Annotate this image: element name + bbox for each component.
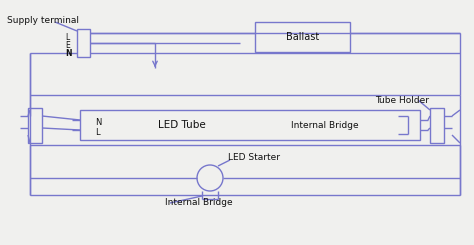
Circle shape [197,165,223,191]
Text: LED Starter: LED Starter [228,153,280,162]
Text: LED Tube: LED Tube [158,120,206,130]
Text: L: L [95,128,100,137]
Text: Internal Bridge: Internal Bridge [165,198,233,207]
Text: N: N [95,118,101,127]
Text: Ballast: Ballast [286,32,319,42]
Bar [28,108,42,143]
Text: N: N [65,49,72,58]
Text: Internal Bridge: Internal Bridge [291,121,359,130]
Bar [255,22,350,52]
Bar [430,108,444,143]
Text: E: E [65,41,70,50]
Bar [77,29,90,57]
Text: Supply terminal: Supply terminal [7,16,79,25]
Text: L: L [65,33,69,42]
Text: Tube Holder: Tube Holder [375,96,429,105]
Bar [80,110,420,140]
